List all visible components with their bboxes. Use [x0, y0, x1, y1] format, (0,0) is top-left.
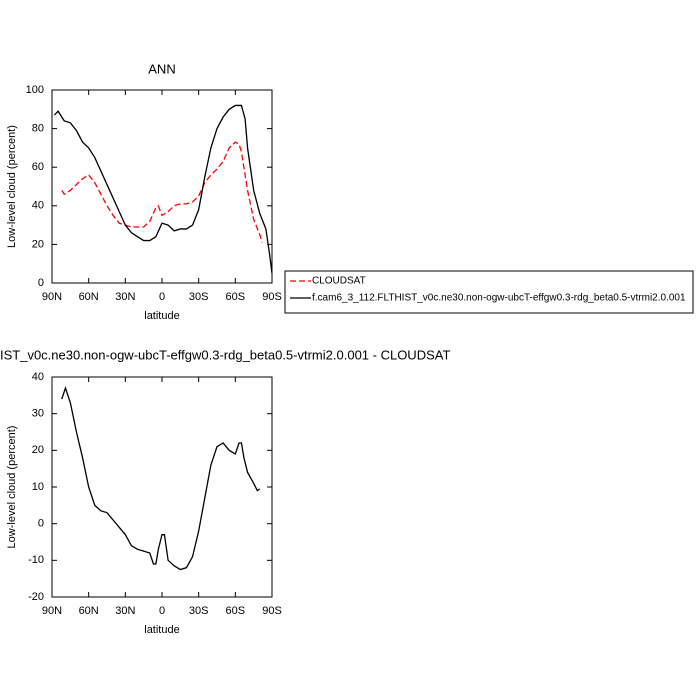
- y-tick-label: 40: [32, 371, 44, 383]
- legend-text: CLOUDSAT: [312, 276, 366, 287]
- y-tick-label: 10: [32, 481, 44, 493]
- x-tick-label: 30N: [115, 291, 135, 303]
- legend-box: [284, 270, 694, 314]
- x-axis-label: latitude: [144, 624, 179, 636]
- y-axis-label: Low-level cloud (percent): [6, 426, 18, 549]
- x-tick-label: 30N: [115, 605, 135, 617]
- y-tick-label: 30: [32, 408, 44, 420]
- x-tick-label: 60N: [79, 291, 99, 303]
- x-tick-label: 0: [159, 605, 165, 617]
- x-tick-label: 90S: [262, 605, 282, 617]
- x-tick-label: 30S: [189, 605, 209, 617]
- y-tick-label: 80: [32, 123, 44, 135]
- x-tick-label: 60S: [226, 605, 246, 617]
- data-line: [53, 104, 273, 274]
- y-axis-label: Low-level cloud (percent): [6, 125, 18, 248]
- x-tick-label: 90N: [42, 605, 62, 617]
- chart-title: IST_v0c.ne30.non-ogw-ubcT-effgw0.3-rdg_b…: [0, 347, 450, 362]
- x-tick-label: 0: [159, 291, 165, 303]
- x-tick-label: 90N: [42, 291, 62, 303]
- y-tick-label: 100: [26, 84, 44, 96]
- y-tick-label: -10: [28, 554, 44, 566]
- y-tick-label: -20: [28, 591, 44, 603]
- data-line: [61, 385, 261, 571]
- x-tick-label: 30S: [189, 291, 209, 303]
- y-tick-label: 20: [32, 238, 44, 250]
- x-tick-label: 60N: [79, 605, 99, 617]
- chart-title: ANN: [148, 61, 175, 76]
- x-axis-label: latitude: [144, 310, 179, 322]
- y-tick-label: 0: [38, 277, 44, 289]
- y-tick-label: 0: [38, 518, 44, 530]
- x-tick-label: 90S: [262, 291, 282, 303]
- plot-frame: [51, 376, 273, 598]
- plot-frame: [51, 89, 273, 284]
- y-tick-label: 40: [32, 200, 44, 212]
- y-tick-label: 60: [32, 161, 44, 173]
- x-tick-label: 60S: [226, 291, 246, 303]
- legend-text: f.cam6_3_112.FLTHIST_v0c.ne30.non-ogw-ub…: [312, 293, 686, 304]
- data-line: [61, 141, 263, 243]
- y-tick-label: 20: [32, 444, 44, 456]
